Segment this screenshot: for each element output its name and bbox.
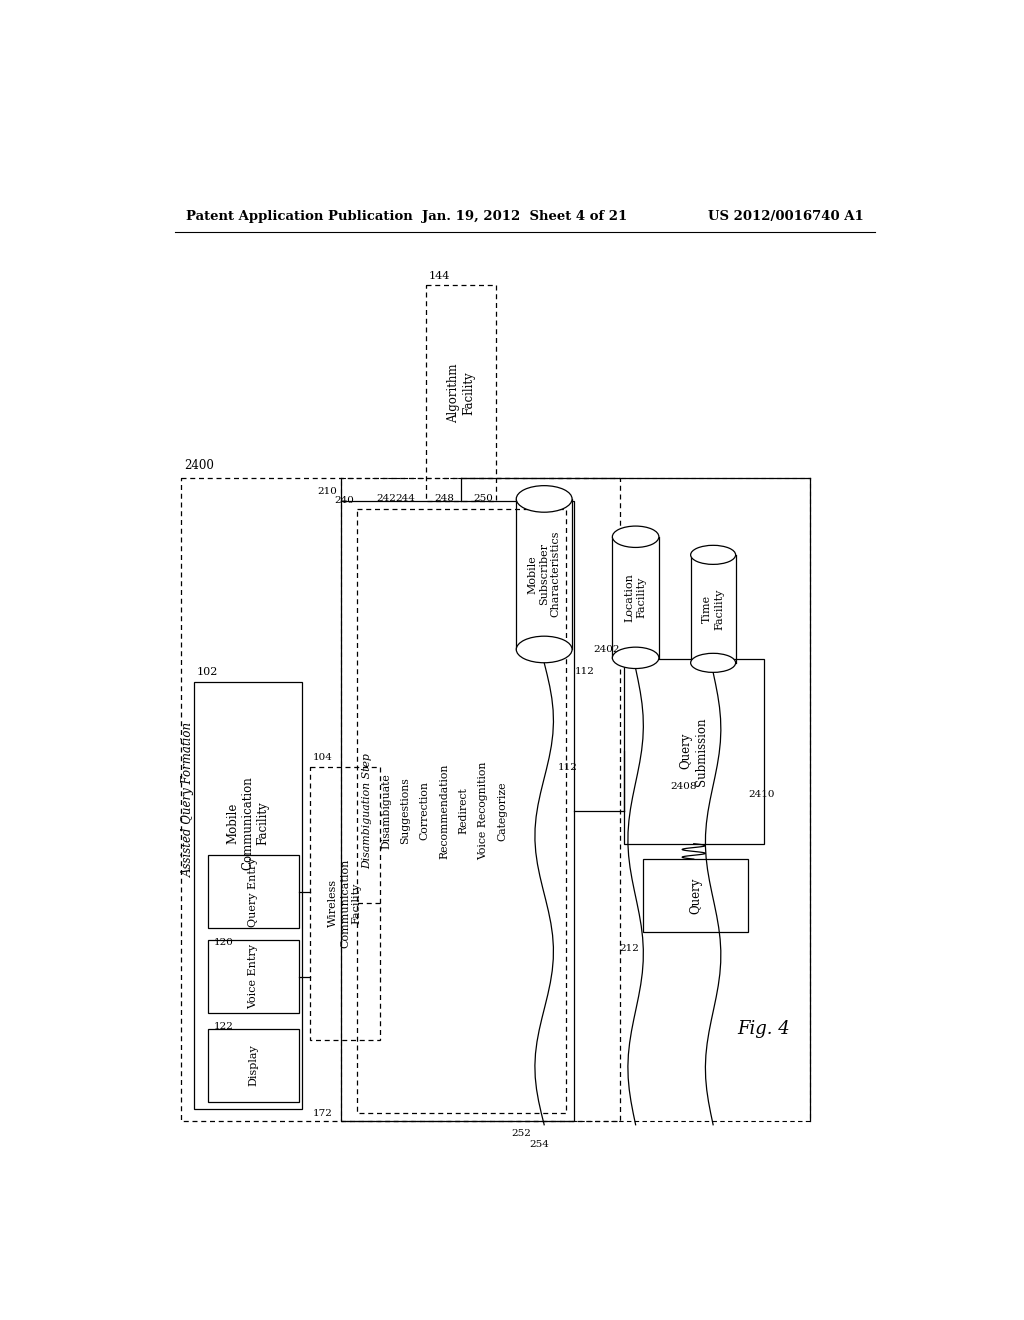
Text: 144: 144 [429,271,451,281]
Text: Suggestions: Suggestions [400,777,411,845]
Ellipse shape [612,527,658,548]
Bar [208,855,299,928]
Text: Correction: Correction [420,781,430,841]
Text: 244: 244 [395,494,416,503]
Text: 112: 112 [575,667,595,676]
Ellipse shape [690,545,735,565]
Text: Display: Display [248,1044,258,1086]
Text: 252: 252 [512,1129,531,1138]
Text: Disambiguate: Disambiguate [381,774,391,849]
Text: 2402: 2402 [594,645,621,655]
Text: Categorize: Categorize [498,781,507,841]
Ellipse shape [612,527,658,548]
Text: Assisted Query Formation: Assisted Query Formation [182,722,195,876]
Text: 212: 212 [620,944,640,953]
Text: 254: 254 [529,1140,549,1150]
Bar [341,502,573,1121]
Text: 2410: 2410 [748,789,774,799]
Text: Query
Submission: Query Submission [680,717,708,785]
Text: Patent Application Publication: Patent Application Publication [186,210,413,223]
Text: 104: 104 [312,754,333,762]
Bar [690,554,735,663]
Ellipse shape [516,636,572,663]
Text: 112: 112 [558,763,578,772]
Bar [426,285,496,502]
Text: Time
Facility: Time Facility [702,589,724,630]
Ellipse shape [516,486,572,512]
Text: 250: 250 [473,494,493,503]
Text: 172: 172 [312,1109,333,1118]
Text: Mobile
Communication
Facility: Mobile Communication Facility [226,776,269,870]
Text: 242: 242 [376,494,396,503]
Bar [180,478,621,1121]
Text: Mobile
Subscriber
Characteristics: Mobile Subscriber Characteristics [527,531,561,618]
Bar [612,537,658,657]
Bar [356,508,566,1113]
Text: US 2012/0016740 A1: US 2012/0016740 A1 [709,210,864,223]
Text: Disambiguation Step: Disambiguation Step [361,752,372,869]
Ellipse shape [690,653,735,672]
Text: 240: 240 [335,496,354,506]
Bar [643,859,748,932]
Text: Recommendation: Recommendation [439,763,450,859]
Text: Query Entry: Query Entry [248,857,258,927]
Text: Voice Entry: Voice Entry [248,944,258,1008]
Text: Jan. 19, 2012  Sheet 4 of 21: Jan. 19, 2012 Sheet 4 of 21 [422,210,628,223]
Text: 120: 120 [213,937,233,946]
Ellipse shape [690,545,735,565]
Text: 210: 210 [317,487,337,496]
Bar [208,940,299,1014]
Text: 122: 122 [213,1022,233,1031]
Text: Algorithm
Facility: Algorithm Facility [447,363,475,422]
Text: Wireless
Communication
Facility: Wireless Communication Facility [329,859,361,948]
Text: 248: 248 [434,494,454,503]
Text: Query: Query [689,878,702,913]
Text: 102: 102 [197,668,217,677]
Bar [194,682,302,1109]
Text: 2400: 2400 [184,459,214,471]
Bar [516,499,572,649]
Text: Location
Facility: Location Facility [625,573,646,622]
Bar [310,767,380,1040]
Ellipse shape [516,486,572,512]
Text: Fig. 4: Fig. 4 [737,1019,790,1038]
Bar [624,659,764,843]
Text: 2408: 2408 [671,781,697,791]
Text: Voice Recognition: Voice Recognition [478,762,488,861]
Ellipse shape [612,647,658,668]
Bar [341,478,810,1121]
Bar [208,1028,299,1102]
Text: Redirect: Redirect [459,788,469,834]
